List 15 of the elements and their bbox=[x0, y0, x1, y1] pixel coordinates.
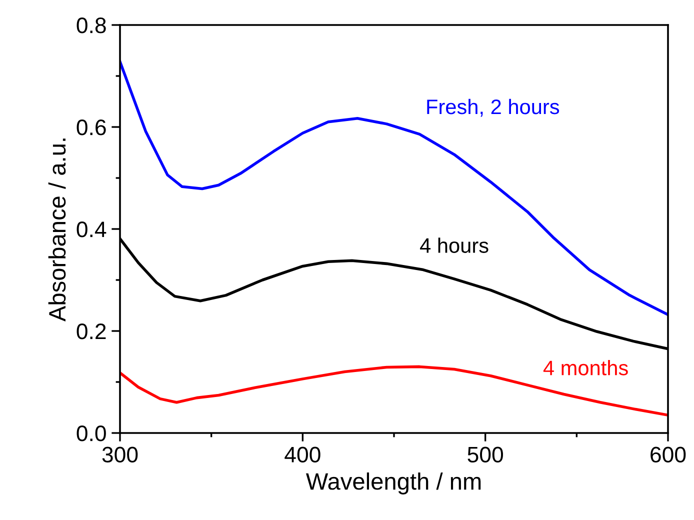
y-tick-label: 0.6 bbox=[76, 120, 106, 136]
y-tick-label: 0.2 bbox=[76, 324, 106, 340]
y-tick-label: 0.4 bbox=[76, 222, 106, 238]
series-label: Fresh, 2 hours bbox=[427, 98, 560, 117]
x-axis-title: Wavelength / nm bbox=[306, 472, 481, 494]
x-tick-label: 500 bbox=[468, 446, 504, 463]
y-tick-label: 0.8 bbox=[76, 18, 106, 34]
line-series bbox=[120, 60, 668, 316]
x-tick-label: 400 bbox=[284, 446, 320, 463]
x-tick-label: 600 bbox=[650, 446, 686, 463]
y-tick-label: 0.0 bbox=[76, 426, 106, 442]
series-label: 4 months bbox=[543, 360, 628, 376]
x-tick-label: 300 bbox=[102, 446, 138, 463]
y-axis-title: Absorbance / a.u. bbox=[48, 138, 66, 322]
series-label: 4 hours bbox=[420, 238, 488, 253]
